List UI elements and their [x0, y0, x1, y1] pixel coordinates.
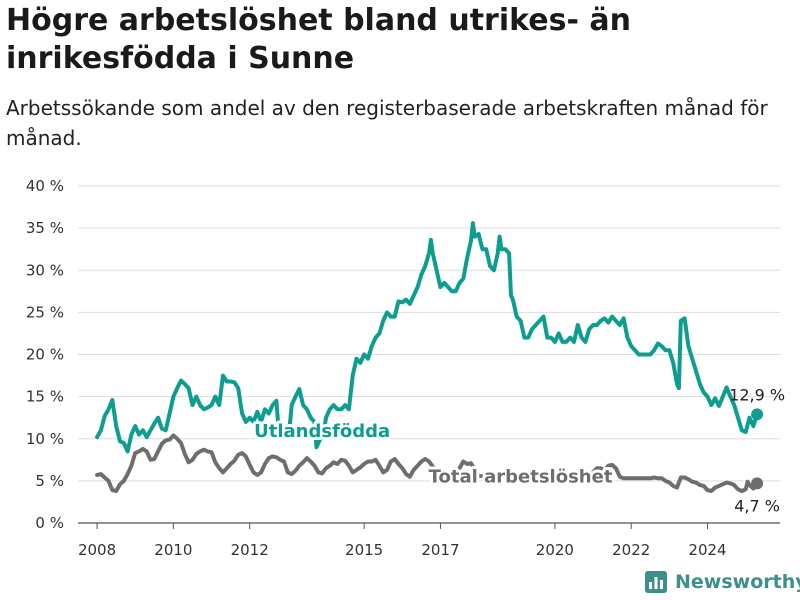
y-tick-label: 0 %: [35, 514, 64, 532]
x-tick-label: 2008: [78, 541, 116, 559]
x-tick-label: 2010: [154, 541, 192, 559]
series-line-utlandsfodda: [95, 221, 760, 454]
brand-logo[interactable]: Newsworthy: [645, 568, 800, 596]
x-tick-label: 2015: [345, 541, 383, 559]
x-tick-label: 2017: [421, 541, 459, 559]
y-tick-label: 20 %: [26, 346, 64, 364]
y-tick-label: 5 %: [35, 472, 64, 490]
chart-title: Högre arbetslöshet bland utrikes- än inr…: [6, 3, 631, 76]
x-tick-label: 2024: [688, 541, 726, 559]
chart-labels: 4,7 %12,9 %UtlandsföddaUtlandsföddaTotal…: [251, 385, 785, 515]
bar-chart-logo-icon: [645, 571, 667, 593]
x-tick-label: 2022: [612, 541, 650, 559]
series-label-halo: Utlandsfödda: [254, 421, 390, 442]
brand-name: Newsworthy: [675, 571, 800, 593]
y-tick-label: 40 %: [26, 177, 64, 195]
y-tick-label: 15 %: [26, 388, 64, 406]
series-label: Utlandsfödda: [254, 421, 390, 442]
y-tick-label: 35 %: [26, 219, 64, 237]
y-tick-label: 10 %: [26, 430, 64, 448]
x-tick-label: 2020: [536, 541, 574, 559]
series-end-label: 4,7 %: [734, 496, 780, 515]
axes: 0 % 5 % 10 % 15 % 20 % 25 % 30 % 35 % 40 % 2008 20…: [26, 177, 727, 559]
series-end-marker: [751, 477, 764, 490]
x-tick-label: 2012: [231, 541, 269, 559]
series-end-marker: [751, 408, 764, 421]
series-label: Total arbetslöshet: [429, 467, 613, 488]
series-end-label: 12,9 %: [729, 385, 785, 404]
series-lines: [95, 221, 764, 493]
y-tick-label: 30 %: [26, 261, 64, 279]
line-chart: 0 % 5 % 10 % 15 % 20 % 25 % 30 % 35 % 40 % 2008 20…: [26, 177, 785, 559]
series-label-halo: Total arbetslöshet: [429, 467, 613, 488]
series-line-total: [95, 433, 760, 493]
y-tick-label: 25 %: [26, 303, 64, 321]
chart-subtitle: Arbetssökande som andel av den registerb…: [6, 96, 768, 150]
